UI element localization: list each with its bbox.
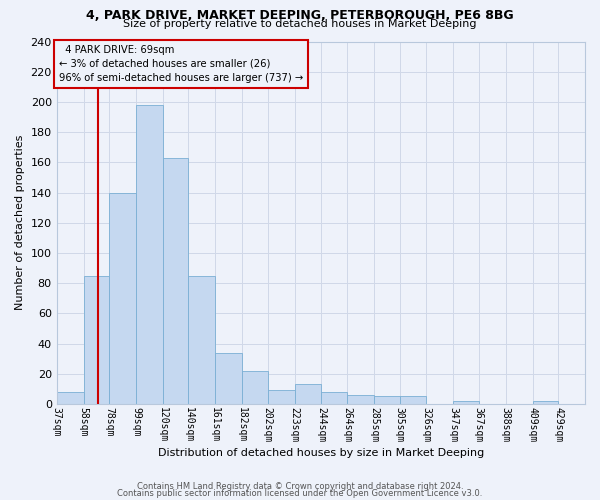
Bar <box>136 105 163 404</box>
Text: 4 PARK DRIVE: 69sqm
← 3% of detached houses are smaller (26)
96% of semi-detache: 4 PARK DRIVE: 69sqm ← 3% of detached hou… <box>59 44 304 82</box>
Bar <box>56 392 83 404</box>
Bar <box>322 392 347 404</box>
Bar <box>163 158 188 404</box>
Bar <box>374 396 400 404</box>
Bar <box>453 401 479 404</box>
Bar <box>347 395 374 404</box>
Text: 4, PARK DRIVE, MARKET DEEPING, PETERBOROUGH, PE6 8BG: 4, PARK DRIVE, MARKET DEEPING, PETERBORO… <box>86 9 514 22</box>
Bar <box>295 384 322 404</box>
Bar <box>83 276 109 404</box>
Bar <box>188 276 215 404</box>
Y-axis label: Number of detached properties: Number of detached properties <box>15 135 25 310</box>
Bar <box>242 370 268 404</box>
Bar <box>533 401 558 404</box>
Bar <box>215 352 242 404</box>
Text: Size of property relative to detached houses in Market Deeping: Size of property relative to detached ho… <box>123 19 477 29</box>
Bar <box>268 390 295 404</box>
Text: Contains public sector information licensed under the Open Government Licence v3: Contains public sector information licen… <box>118 488 482 498</box>
Bar <box>109 192 136 404</box>
Text: Contains HM Land Registry data © Crown copyright and database right 2024.: Contains HM Land Registry data © Crown c… <box>137 482 463 491</box>
Bar <box>400 396 427 404</box>
X-axis label: Distribution of detached houses by size in Market Deeping: Distribution of detached houses by size … <box>158 448 484 458</box>
